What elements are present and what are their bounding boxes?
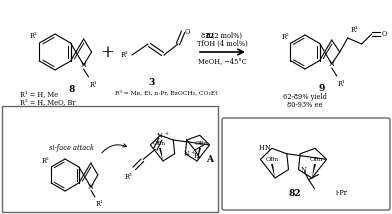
Text: R²: R² — [41, 157, 49, 165]
Text: OBn: OBn — [194, 141, 208, 146]
Text: O: O — [382, 30, 387, 38]
Text: R¹: R¹ — [338, 80, 345, 88]
Text: N: N — [265, 144, 271, 152]
Text: OBn: OBn — [265, 157, 279, 162]
Text: 9: 9 — [319, 84, 325, 93]
Text: MeOH, −45°C: MeOH, −45°C — [198, 57, 247, 65]
Text: N: N — [183, 150, 189, 158]
Text: i-Pr: i-Pr — [336, 189, 348, 197]
Text: N: N — [88, 183, 94, 191]
Text: si-face attack: si-face attack — [49, 144, 94, 152]
Text: O: O — [185, 28, 191, 36]
Text: TfOH (4 mol%): TfOH (4 mol%) — [197, 40, 247, 48]
Text: R³: R³ — [120, 51, 128, 59]
Text: R²: R² — [281, 33, 289, 41]
Polygon shape — [271, 164, 275, 178]
Text: 82: 82 — [205, 32, 214, 40]
Text: +: + — [164, 131, 169, 136]
FancyArrowPatch shape — [102, 144, 127, 153]
Text: R³ = Me, Et, n-Pr, BzOCH₂, CO₂Et: R³ = Me, Et, n-Pr, BzOCH₂, CO₂Et — [115, 90, 218, 95]
Text: 3: 3 — [149, 78, 155, 87]
Text: 82: 82 — [289, 189, 301, 198]
Polygon shape — [312, 164, 316, 178]
Text: R³: R³ — [125, 173, 132, 181]
Text: 82 (2 mol%): 82 (2 mol%) — [201, 32, 243, 40]
Text: R² = H, MeO, Br: R² = H, MeO, Br — [20, 98, 76, 106]
Text: H: H — [258, 144, 264, 152]
FancyBboxPatch shape — [2, 106, 218, 212]
Text: N: N — [329, 60, 335, 68]
Text: A: A — [207, 156, 214, 165]
Text: OBn: OBn — [152, 141, 166, 146]
Text: N: N — [81, 61, 87, 69]
Text: +: + — [100, 43, 114, 61]
Text: R¹ = H, Me: R¹ = H, Me — [20, 90, 58, 98]
Text: H: H — [193, 152, 199, 160]
Polygon shape — [159, 148, 163, 161]
Text: N: N — [301, 166, 307, 174]
Polygon shape — [197, 148, 201, 161]
Text: +: + — [190, 150, 194, 155]
FancyBboxPatch shape — [222, 118, 390, 210]
Text: N: N — [156, 132, 162, 140]
Text: R³: R³ — [351, 26, 358, 34]
Text: 8: 8 — [68, 85, 75, 94]
Text: R¹: R¹ — [96, 200, 103, 208]
Text: R²: R² — [29, 32, 37, 40]
Text: R¹: R¹ — [90, 81, 97, 89]
Text: 80-93% ee: 80-93% ee — [287, 101, 323, 109]
Text: 62-89% yield: 62-89% yield — [283, 93, 327, 101]
Text: OBn: OBn — [309, 157, 323, 162]
